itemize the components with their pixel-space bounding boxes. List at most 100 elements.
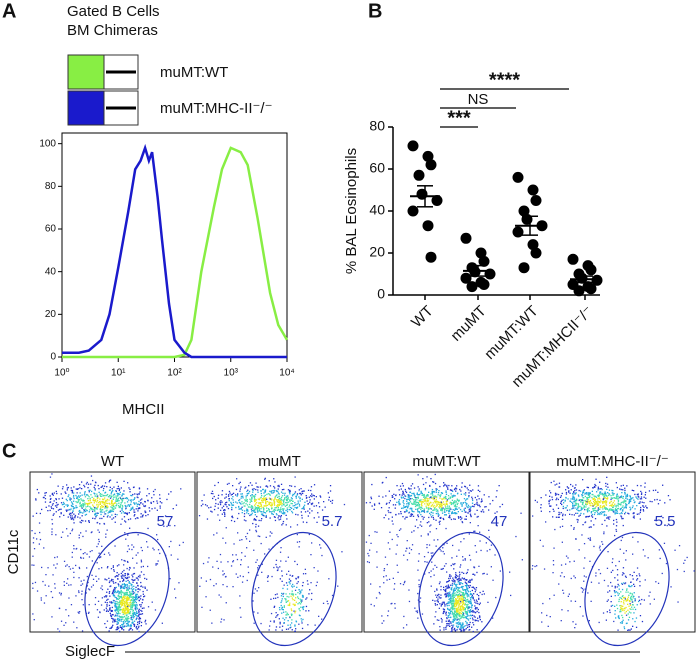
event-dot bbox=[121, 559, 123, 561]
event-dot bbox=[52, 574, 54, 576]
event-dot bbox=[459, 579, 461, 581]
event-dot bbox=[117, 575, 119, 577]
event-dot bbox=[123, 516, 126, 518]
event-dot bbox=[614, 508, 617, 510]
event-dot bbox=[278, 618, 280, 620]
y-tick-label: 60 bbox=[369, 160, 385, 176]
event-dot bbox=[443, 602, 445, 604]
event-dot bbox=[118, 502, 120, 504]
event-dot bbox=[118, 493, 120, 495]
event-dot bbox=[112, 592, 114, 594]
event-dot bbox=[468, 492, 470, 494]
event-dot bbox=[287, 498, 289, 500]
event-dot bbox=[572, 485, 574, 487]
event-dot bbox=[289, 509, 291, 511]
event-dot bbox=[72, 567, 74, 569]
event-dot bbox=[243, 505, 245, 507]
event-dot bbox=[418, 503, 420, 505]
event-dot bbox=[449, 496, 451, 498]
event-dot bbox=[58, 498, 60, 500]
event-dot bbox=[577, 521, 579, 523]
event-dot bbox=[464, 593, 466, 595]
y-tick-label: 60 bbox=[45, 224, 57, 235]
event-dot bbox=[270, 598, 272, 600]
event-dot bbox=[446, 484, 448, 487]
event-dot bbox=[132, 486, 135, 489]
event-dot bbox=[469, 579, 471, 581]
event-dot bbox=[457, 606, 460, 608]
event-dot bbox=[560, 512, 562, 514]
event-dot bbox=[66, 484, 68, 486]
event-dot bbox=[454, 518, 456, 520]
event-dot bbox=[96, 504, 98, 506]
event-dot bbox=[406, 559, 409, 561]
event-dot bbox=[418, 507, 420, 509]
event-dot bbox=[403, 493, 405, 495]
event-dot bbox=[114, 576, 116, 578]
event-dot bbox=[419, 506, 421, 508]
event-dot bbox=[446, 542, 448, 544]
event-dot bbox=[281, 612, 283, 614]
event-dot bbox=[277, 505, 279, 507]
event-dot bbox=[433, 481, 435, 483]
event-dot bbox=[283, 499, 285, 501]
event-dot bbox=[456, 505, 458, 508]
event-dot bbox=[435, 510, 438, 512]
event-dot bbox=[281, 580, 283, 582]
event-dot bbox=[440, 509, 442, 512]
event-dot bbox=[289, 489, 291, 492]
event-dot bbox=[73, 621, 75, 623]
event-dot bbox=[94, 488, 96, 490]
event-dot bbox=[560, 502, 562, 504]
event-dot bbox=[133, 588, 135, 590]
event-dot bbox=[131, 591, 133, 593]
event-dot bbox=[390, 511, 392, 514]
event-dot bbox=[457, 581, 459, 583]
event-dot bbox=[174, 525, 176, 527]
event-dot bbox=[221, 513, 223, 515]
event-dot bbox=[621, 506, 623, 508]
event-dot bbox=[455, 574, 458, 577]
event-dot bbox=[134, 600, 136, 603]
event-dot bbox=[443, 482, 445, 484]
event-dot bbox=[648, 490, 651, 492]
event-dot bbox=[436, 496, 438, 498]
event-dot bbox=[56, 492, 58, 495]
y-axis-label: % BAL Eosinophils bbox=[343, 148, 360, 274]
event-dot bbox=[104, 507, 106, 509]
event-dot bbox=[446, 500, 449, 502]
event-dot bbox=[578, 510, 580, 512]
event-dot bbox=[67, 578, 69, 580]
event-dot bbox=[87, 504, 89, 506]
event-dot bbox=[235, 501, 237, 503]
event-dot bbox=[79, 501, 81, 503]
event-dot bbox=[411, 544, 414, 546]
event-dot bbox=[417, 496, 419, 498]
event-dot bbox=[277, 490, 279, 492]
event-dot bbox=[466, 498, 468, 500]
event-dot bbox=[68, 597, 70, 599]
event-dot bbox=[60, 513, 62, 515]
event-dot bbox=[456, 612, 458, 614]
event-dot bbox=[586, 498, 588, 500]
event-dot bbox=[137, 507, 140, 509]
event-dot bbox=[246, 504, 249, 506]
event-dot bbox=[52, 494, 54, 496]
event-dot bbox=[605, 507, 607, 509]
event-dot bbox=[636, 493, 638, 496]
event-dot bbox=[82, 604, 84, 606]
event-dot bbox=[461, 610, 463, 612]
event-dot bbox=[440, 550, 442, 552]
event-dot bbox=[418, 504, 421, 506]
event-dot bbox=[454, 495, 456, 497]
event-dot bbox=[68, 615, 70, 617]
event-dot bbox=[32, 515, 34, 517]
event-dot bbox=[582, 479, 584, 481]
event-dot bbox=[287, 497, 289, 499]
event-dot bbox=[294, 506, 296, 509]
event-dot bbox=[625, 503, 627, 506]
event-dot bbox=[411, 498, 413, 500]
event-dot bbox=[264, 491, 266, 493]
event-dot bbox=[411, 503, 413, 505]
event-dot bbox=[457, 603, 459, 605]
